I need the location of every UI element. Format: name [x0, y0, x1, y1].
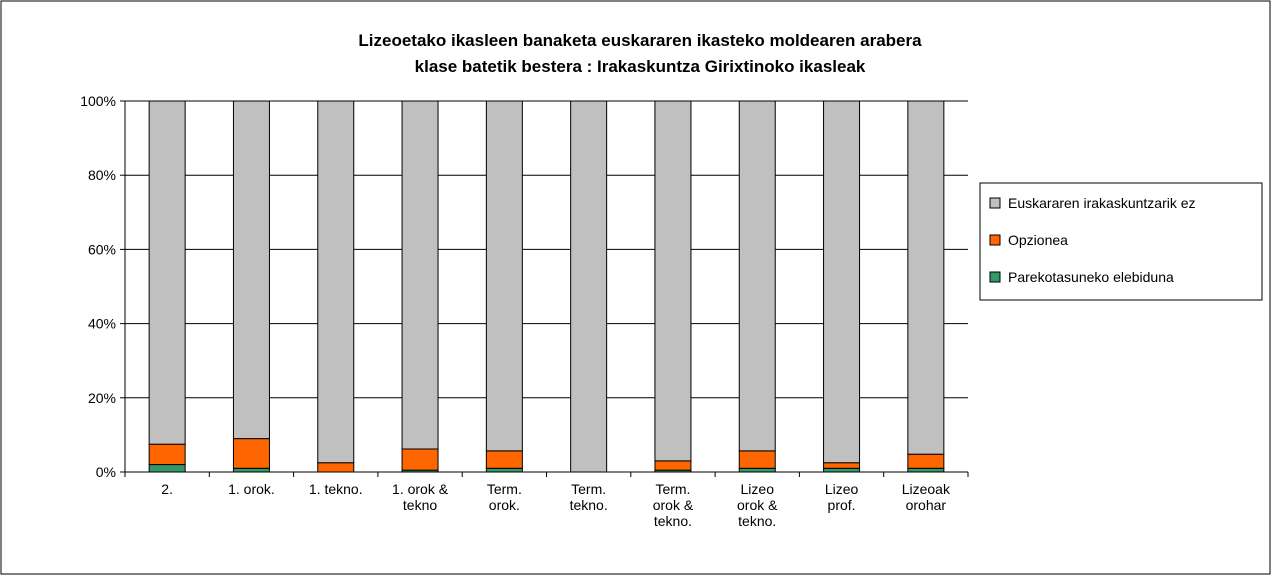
bar-segment	[485, 467, 523, 473]
y-tick-label: 80%	[88, 167, 116, 183]
bar-segment	[232, 438, 270, 469]
bar-segment	[907, 100, 945, 455]
legend-swatch	[989, 234, 1001, 246]
legend-label: Euskararen irakaskuntzarik ez	[1008, 195, 1196, 211]
bar-segment	[148, 443, 186, 466]
bar-segment	[401, 100, 439, 450]
x-tick-label: 1. orok.	[228, 481, 275, 497]
bar-segment	[823, 467, 861, 473]
y-tick-label: 40%	[88, 316, 116, 332]
bar-segment	[738, 467, 776, 473]
y-tick-label: 60%	[88, 241, 116, 257]
bar-segment	[738, 100, 776, 452]
x-tick-label: 1. tekno.	[309, 481, 363, 497]
bar-segment	[823, 462, 861, 469]
y-tick-label: 0%	[96, 464, 116, 480]
chart-title: Lizeoetako ikasleen banaketa euskararen …	[358, 31, 922, 50]
x-tick-label: Lizeo orok & tekno.	[737, 481, 778, 529]
bar-segment	[823, 100, 861, 464]
bar-segment	[485, 450, 523, 469]
legend-swatch	[989, 271, 1001, 283]
bar-segment	[232, 100, 270, 440]
y-tick-label: 20%	[88, 390, 116, 406]
bar-segment	[401, 448, 439, 471]
bar-segment	[570, 100, 608, 473]
bar-segment	[317, 100, 355, 464]
legend-swatch	[989, 197, 1001, 209]
legend-label: Opzionea	[1008, 232, 1068, 248]
bar-segment	[317, 462, 355, 473]
bar-segment	[485, 100, 523, 452]
y-tick-label: 100%	[80, 93, 116, 109]
bar-segment	[907, 467, 945, 473]
x-tick-label: Term. orok.	[487, 481, 522, 513]
x-tick-label: Term. orok & tekno.	[653, 481, 694, 529]
legend-label: Parekotasuneko elebiduna	[1008, 269, 1174, 285]
x-tick-label: 2.	[161, 481, 173, 497]
x-tick-label: 1. orok & tekno	[392, 481, 449, 513]
x-tick-label: Lizeoak orohar	[902, 481, 951, 513]
x-tick-label: Term. tekno.	[570, 481, 608, 513]
bar-segment	[654, 460, 692, 471]
chart-title: klase batetik bestera : Irakaskuntza Gir…	[415, 57, 866, 76]
bar-segment	[738, 450, 776, 469]
bar-segment	[148, 464, 186, 473]
bar-segment	[232, 467, 270, 473]
bar-segment	[654, 100, 692, 462]
x-tick-label: Lizeo prof.	[825, 481, 859, 513]
bar-segment	[148, 100, 186, 445]
legend-box	[979, 182, 1263, 301]
bar-segment	[907, 453, 945, 469]
